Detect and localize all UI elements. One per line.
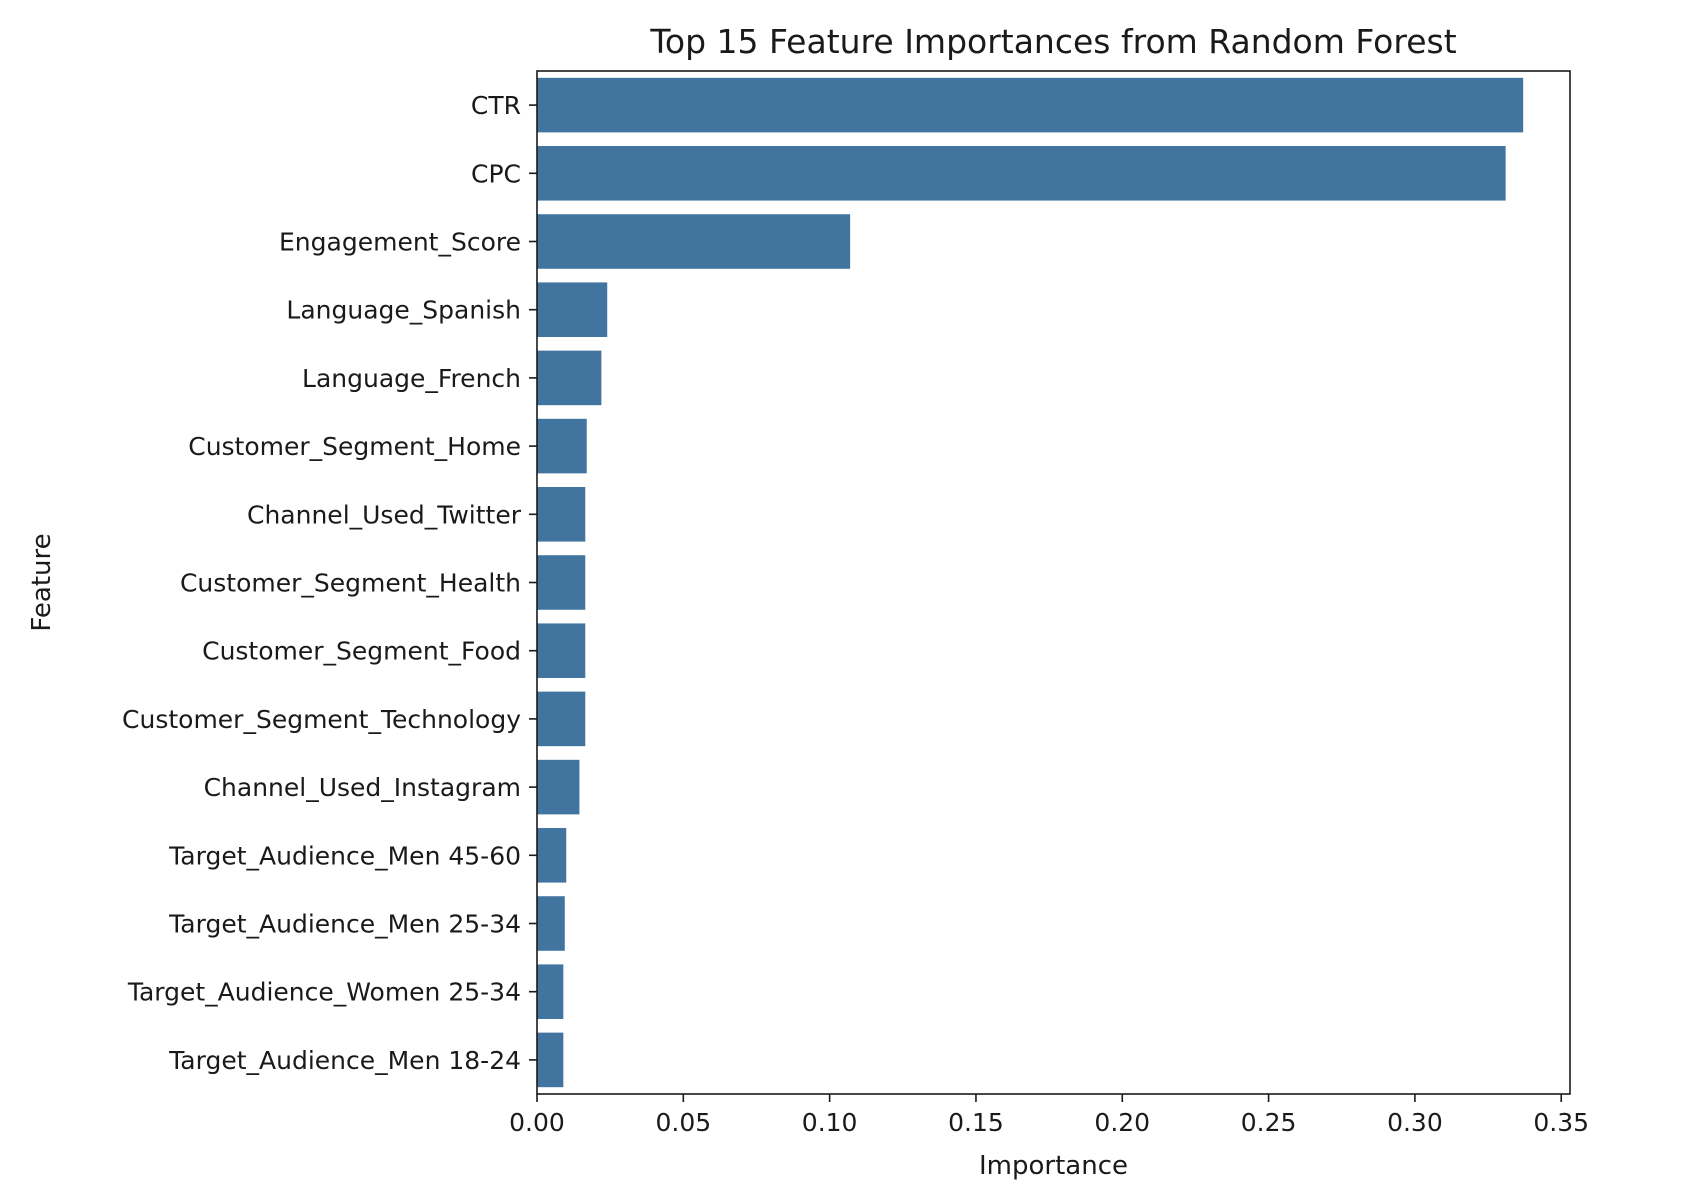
bar-6	[537, 487, 586, 542]
bar-3	[537, 282, 608, 337]
y-tick-label-3: Language_Spanish	[286, 296, 521, 325]
x-tick-label-6: 0.30	[1387, 1108, 1443, 1137]
y-tick-label-11: Target_Audience_Men 45-60	[168, 841, 521, 870]
y-tick-label-4: Language_French	[302, 364, 521, 393]
y-tick-label-12: Target_Audience_Men 25-34	[168, 910, 521, 939]
x-tick-label-7: 0.35	[1533, 1108, 1589, 1137]
y-tick-label-0: CTR	[471, 91, 521, 120]
chart-title: Top 15 Feature Importances from Random F…	[649, 22, 1456, 61]
bar-0	[537, 77, 1524, 133]
y-tick-label-8: Customer_Segment_Food	[202, 637, 521, 666]
bar-10	[537, 759, 580, 815]
y-tick-label-5: Customer_Segment_Home	[188, 432, 521, 461]
x-axis-label: Importance	[979, 1151, 1128, 1181]
plot-frame	[536, 70, 1571, 1095]
bar-7	[537, 555, 586, 610]
bar-2	[537, 214, 851, 269]
x-tick-label-0: 0.00	[509, 1108, 565, 1137]
x-tick-label-3: 0.15	[948, 1108, 1004, 1137]
y-tick-label-1: CPC	[471, 159, 521, 188]
y-tick-label-14: Target_Audience_Men 18-24	[168, 1046, 521, 1075]
y-tick-label-6: Channel_Used_Twitter	[247, 500, 522, 529]
x-tick-label-2: 0.10	[802, 1108, 858, 1137]
x-tick-label-4: 0.20	[1094, 1108, 1150, 1137]
bar-5	[537, 418, 587, 474]
bar-4	[537, 350, 602, 406]
bar-11	[537, 828, 567, 883]
bar-12	[537, 896, 565, 951]
y-tick-label-13: Target_Audience_Women 25-34	[127, 978, 521, 1007]
y-tick-label-2: Engagement_Score	[279, 228, 521, 257]
y-tick-label-9: Customer_Segment_Technology	[122, 705, 521, 734]
bar-13	[537, 964, 564, 1019]
y-tick-label-7: Customer_Segment_Health	[180, 569, 521, 598]
bar-8	[537, 623, 586, 678]
y-axis-label: Feature	[27, 533, 57, 631]
y-tick-label-10: Channel_Used_Instagram	[204, 773, 521, 802]
bar-14	[537, 1032, 564, 1088]
x-tick-label-1: 0.05	[655, 1108, 711, 1137]
bar-1	[537, 146, 1506, 201]
bar-9	[537, 691, 586, 747]
x-axis-ticks: 0.00 0.05 0.10 0.15 0.20 0.25 0.30 0.35	[509, 1094, 1589, 1137]
bars-group	[537, 77, 1524, 1088]
x-tick-label-5: 0.25	[1241, 1108, 1297, 1137]
y-axis-ticks: CTR CPC Engagement_Score Language_Spanish La…	[122, 91, 537, 1075]
